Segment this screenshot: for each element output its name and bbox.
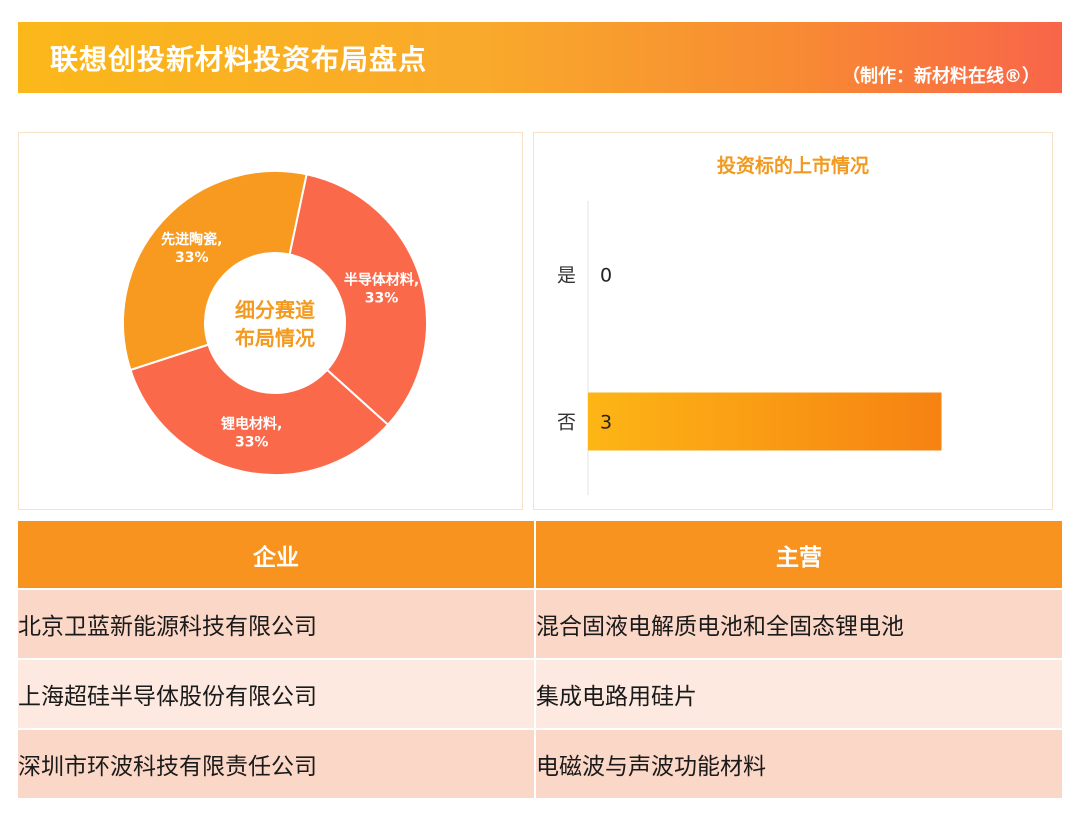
slice-percent-label: 33% <box>235 435 269 451</box>
investment-table: 企业 主营 北京卫蓝新能源科技有限公司 混合固液电解质电池和全固态锂电池 上海超… <box>18 521 1062 798</box>
title-banner: 联想创投新材料投资布局盘点 （制作：新材料在线®） <box>18 22 1062 93</box>
donut-center-label: 细分赛道 <box>235 298 315 322</box>
table-row: 上海超硅半导体股份有限公司 集成电路用硅片 <box>18 660 1062 728</box>
bar-value-label: 3 <box>600 412 612 434</box>
table-header: 企业 主营 <box>18 521 1062 588</box>
donut-center-label: 布局情况 <box>235 326 315 350</box>
category-label: 否 <box>557 412 576 434</box>
bar-chart: 是 0 否 3 <box>557 201 942 495</box>
donut-slice <box>129 343 390 476</box>
donut-slice <box>288 173 428 427</box>
slice-label: 先进陶瓷, <box>161 231 222 248</box>
table-row: 深圳市环波科技有限责任公司 电磁波与声波功能材料 <box>18 730 1062 798</box>
header-company: 企业 <box>18 521 534 588</box>
business-cell: 混合固液电解质电池和全固态锂电池 <box>536 590 1062 658</box>
company-cell: 上海超硅半导体股份有限公司 <box>18 660 534 728</box>
slice-label: 半导体材料, <box>344 271 419 288</box>
header-business: 主营 <box>536 521 1062 588</box>
table-row: 北京卫蓝新能源科技有限公司 混合固液电解质电池和全固态锂电池 <box>18 590 1062 658</box>
bar-chart-panel: 投资标的上市情况 是 0 否 3 <box>533 132 1053 510</box>
category-label: 是 <box>557 265 576 287</box>
slice-label: 锂电材料, <box>221 416 282 433</box>
slice-percent-label: 33% <box>175 250 209 266</box>
donut-slice <box>122 170 308 372</box>
credit-text: （制作：新材料在线®） <box>842 66 1040 87</box>
company-cell: 深圳市环波科技有限责任公司 <box>18 730 534 798</box>
bar <box>588 392 942 451</box>
page-title: 联想创投新材料投资布局盘点 <box>50 43 428 76</box>
bar-chart-title: 投资标的上市情况 <box>716 155 869 177</box>
donut-chart-panel: 半导体材料, 33% 锂电材料, 33% 先进陶瓷, 33% 细分赛道布局情况 <box>18 132 523 510</box>
slice-percent-label: 33% <box>365 290 399 306</box>
business-cell: 集成电路用硅片 <box>536 660 1062 728</box>
business-cell: 电磁波与声波功能材料 <box>536 730 1062 798</box>
company-cell: 北京卫蓝新能源科技有限公司 <box>18 590 534 658</box>
bar-value-label: 0 <box>600 265 612 287</box>
